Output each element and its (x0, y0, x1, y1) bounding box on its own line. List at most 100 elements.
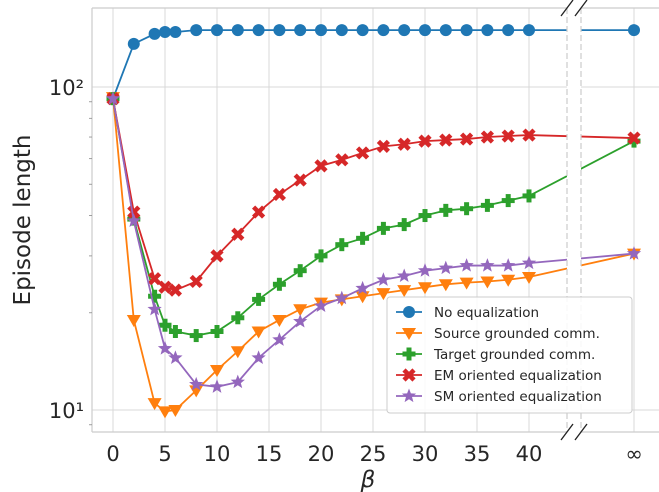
data-point (168, 350, 183, 364)
data-point (501, 194, 515, 208)
data-point (314, 249, 328, 263)
data-point (460, 132, 474, 146)
data-point (190, 24, 203, 37)
y-tick-label: 10² (49, 76, 84, 100)
legend-entry: Source grounded comm. (396, 326, 600, 342)
data-point (459, 277, 474, 290)
data-point (481, 24, 494, 37)
data-point (376, 221, 390, 235)
data-point (376, 139, 390, 153)
data-point (480, 198, 494, 212)
legend-label: Target grounded comm. (433, 347, 595, 363)
data-point (147, 398, 162, 411)
data-point (252, 205, 266, 219)
x-axis-label: β (360, 467, 376, 492)
data-point (210, 324, 224, 338)
legend-label: EM oriented equalization (434, 368, 602, 384)
legend-label: Source grounded comm. (434, 326, 600, 342)
data-point (158, 318, 172, 332)
data-point (148, 272, 162, 286)
data-point (334, 290, 349, 305)
data-point (252, 24, 265, 37)
legend: No equalization Source grounded comm. Targ… (386, 296, 633, 414)
data-point (211, 24, 223, 37)
data-point (158, 406, 172, 419)
data-point (126, 213, 141, 227)
data-point (480, 130, 494, 144)
data-point (231, 227, 245, 241)
x-tick-label: 5 (158, 442, 171, 466)
data-point (418, 282, 432, 295)
data-point (627, 131, 641, 145)
data-point (438, 279, 453, 292)
data-point (377, 24, 390, 37)
data-point (293, 264, 307, 278)
data-point (376, 272, 391, 286)
data-point (356, 146, 370, 160)
data-point (313, 298, 329, 312)
data-point (159, 26, 171, 39)
data-point (272, 314, 287, 327)
data-point (397, 268, 412, 283)
data-point (335, 153, 349, 167)
data-point (210, 249, 224, 263)
data-point (251, 326, 266, 339)
legend-marker (402, 328, 416, 340)
data-point (397, 218, 411, 232)
data-point (459, 258, 474, 272)
data-point (501, 258, 516, 272)
data-point (168, 283, 182, 297)
data-point (397, 137, 411, 151)
legend-marker (403, 306, 415, 318)
data-point (439, 133, 453, 147)
data-point (230, 346, 245, 359)
legend-label: No equalization (434, 305, 539, 321)
data-point (418, 134, 432, 148)
data-point (168, 324, 182, 338)
axes (89, 7, 659, 433)
x-tick-label: 25 (360, 442, 387, 466)
x-tick-label: 10 (204, 442, 231, 466)
legend-box (386, 296, 633, 414)
data-point (314, 159, 328, 173)
data-point (189, 274, 203, 289)
data-point (397, 285, 412, 298)
data-point (626, 246, 642, 260)
data-point (398, 24, 411, 37)
data-point (251, 350, 266, 364)
data-point (157, 341, 173, 355)
data-point (523, 24, 535, 37)
data-point (480, 276, 495, 289)
legend-entry: Target grounded comm. (396, 347, 595, 363)
data-point (501, 129, 515, 143)
data-point (628, 24, 640, 37)
data-point (230, 374, 245, 389)
data-point (502, 24, 515, 37)
data-point (521, 255, 537, 270)
legend-entry: EM oriented equalization (396, 368, 602, 384)
data-point (355, 280, 370, 295)
data-point (376, 288, 391, 301)
data-point (460, 24, 473, 37)
grid (92, 8, 659, 432)
data-point (252, 292, 266, 306)
data-point (231, 311, 245, 325)
data-point (294, 24, 307, 37)
x-tick-label: 40 (516, 442, 543, 466)
legend-marker (401, 388, 417, 403)
series-layer (105, 24, 642, 419)
series-em-oriented-equalization (106, 92, 641, 297)
tick-labels: 0 5 10 15 20 25 30 35 40 ∞ 10¹ 10² (49, 76, 643, 466)
data-point (460, 202, 474, 216)
data-point (293, 313, 308, 328)
data-point (272, 187, 286, 202)
data-point (501, 274, 516, 287)
y-axis-label: Episode length (10, 135, 36, 306)
data-point (158, 280, 172, 294)
legend-entry: No equalization (396, 305, 539, 321)
x-tick-label: 0 (106, 442, 119, 466)
data-point (418, 209, 432, 223)
data-point (438, 260, 453, 275)
legend-entry: SM oriented equalization (396, 388, 602, 405)
